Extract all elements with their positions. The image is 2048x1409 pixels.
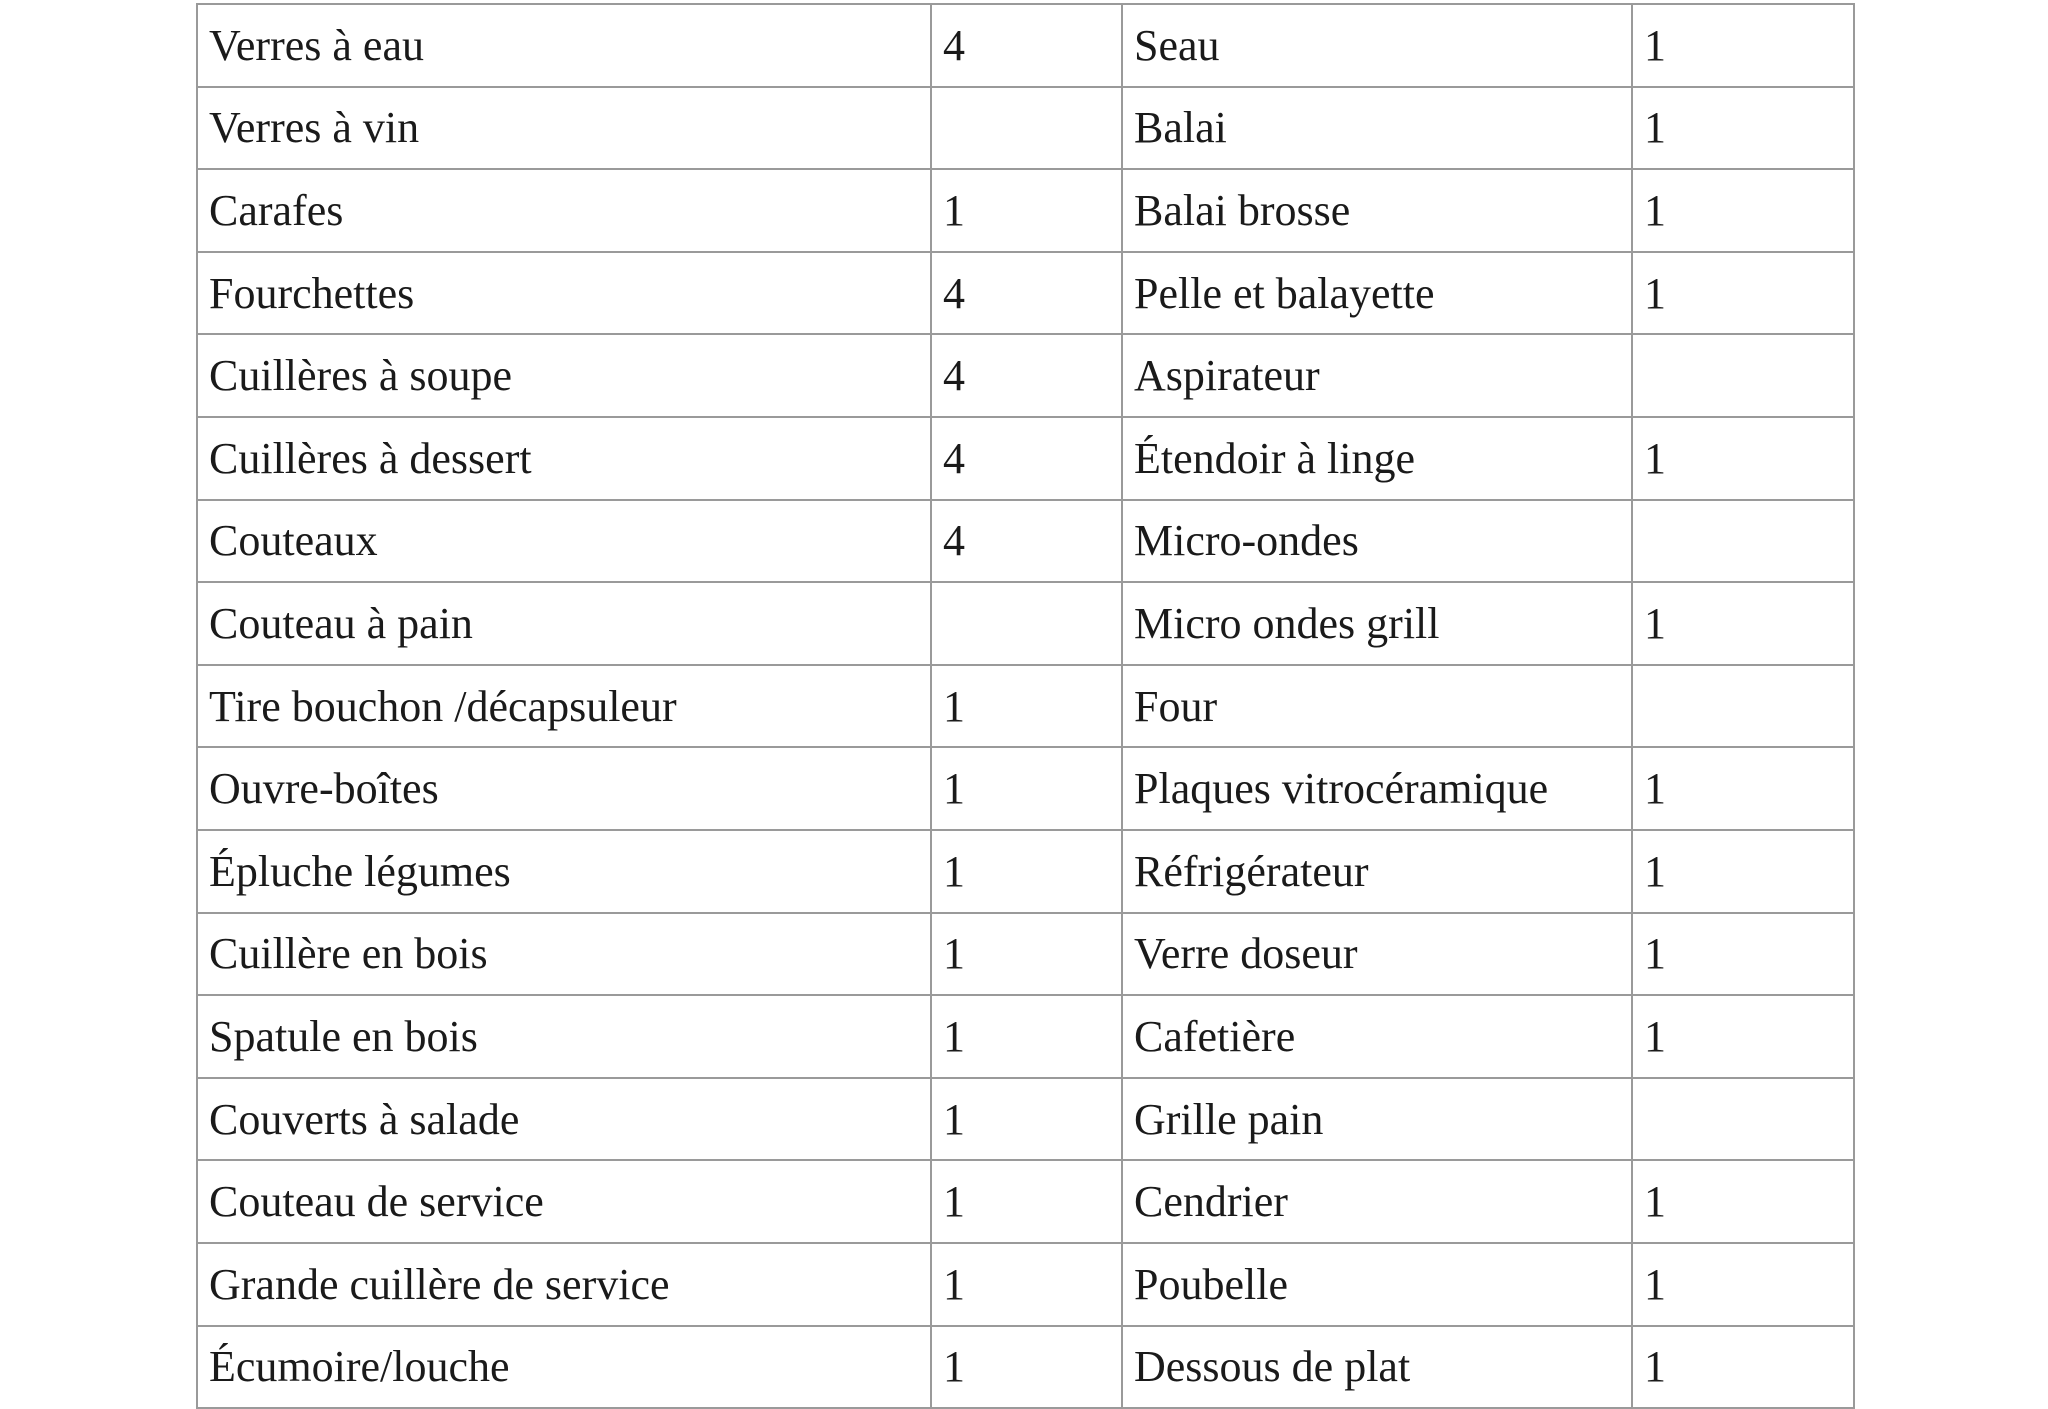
item-quantity: 1 (930, 1159, 1123, 1244)
table-row: Cuillères à dessert 4 Étendoir à linge 1 (196, 415, 1855, 501)
page: Verres à eau 4 Seau 1 Verres à vin Balai 1 Cara… (196, 3, 1855, 1409)
table-row: Ouvre-boîtes 1 Plaques vitrocéramique 1 (196, 746, 1855, 831)
item-name: Tire bouchon /décapsuleur (196, 663, 932, 749)
item-quantity: 1 (930, 746, 1123, 831)
item-quantity: 4 (930, 415, 1123, 501)
item-quantity: 4 (930, 333, 1123, 418)
table-row: Verres à eau 4 Seau 1 (196, 3, 1855, 88)
item-quantity (930, 85, 1123, 171)
table-row: Grande cuillère de service 1 Poubelle 1 (196, 1241, 1855, 1327)
item-name: Plaques vitrocéramique (1121, 746, 1633, 831)
item-quantity: 1 (1631, 250, 1855, 336)
item-quantity (1631, 498, 1855, 584)
table-row: Cuillère en bois 1 Verre doseur 1 (196, 911, 1855, 997)
table-row: Couteaux 4 Micro-ondes (196, 498, 1855, 584)
item-name: Poubelle (1121, 1241, 1633, 1327)
item-quantity: 1 (1631, 415, 1855, 501)
item-name: Couteau de service (196, 1159, 932, 1244)
item-name: Cafetière (1121, 994, 1633, 1079)
item-name: Épluche légumes (196, 828, 932, 914)
item-name: Réfrigérateur (1121, 828, 1633, 914)
item-name: Aspirateur (1121, 333, 1633, 418)
item-quantity (1631, 333, 1855, 418)
item-quantity: 1 (930, 663, 1123, 749)
item-name: Couteaux (196, 498, 932, 584)
item-name: Étendoir à linge (1121, 415, 1633, 501)
item-quantity: 1 (1631, 1159, 1855, 1244)
item-name: Ouvre-boîtes (196, 746, 932, 831)
item-quantity: 1 (930, 911, 1123, 997)
table-row: Cuillères à soupe 4 Aspirateur (196, 333, 1855, 418)
item-quantity: 1 (1631, 1324, 1855, 1409)
item-name: Grille pain (1121, 1076, 1633, 1162)
inventory-table: Verres à eau 4 Seau 1 Verres à vin Balai 1 Cara… (196, 3, 1855, 1409)
item-name: Micro ondes grill (1121, 581, 1633, 666)
item-name: Cuillères à soupe (196, 333, 932, 418)
table-row: Carafes 1 Balai brosse 1 (196, 168, 1855, 253)
item-name: Carafes (196, 168, 932, 253)
item-name: Balai brosse (1121, 168, 1633, 253)
item-quantity: 4 (930, 250, 1123, 336)
item-quantity: 1 (930, 1076, 1123, 1162)
item-name: Seau (1121, 3, 1633, 88)
item-name: Cendrier (1121, 1159, 1633, 1244)
table-body: Verres à eau 4 Seau 1 Verres à vin Balai 1 Cara… (196, 3, 1855, 1409)
item-name: Verre doseur (1121, 911, 1633, 997)
item-quantity: 1 (930, 994, 1123, 1079)
item-name: Cuillère en bois (196, 911, 932, 997)
item-quantity: 4 (930, 498, 1123, 584)
item-name: Dessous de plat (1121, 1324, 1633, 1409)
table-row: Fourchettes 4 Pelle et balayette 1 (196, 250, 1855, 336)
item-quantity: 1 (930, 1324, 1123, 1409)
item-quantity: 1 (1631, 581, 1855, 666)
item-quantity (930, 581, 1123, 666)
item-quantity: 4 (930, 3, 1123, 88)
item-quantity: 1 (1631, 3, 1855, 88)
table-row: Spatule en bois 1 Cafetière 1 (196, 994, 1855, 1079)
table-row: Couteau à pain Micro ondes grill 1 (196, 581, 1855, 666)
item-quantity: 1 (1631, 828, 1855, 914)
item-quantity (1631, 1076, 1855, 1162)
item-name: Micro-ondes (1121, 498, 1633, 584)
item-name: Verres à vin (196, 85, 932, 171)
item-name: Cuillères à dessert (196, 415, 932, 501)
table-row: Tire bouchon /décapsuleur 1 Four (196, 663, 1855, 749)
item-quantity: 1 (1631, 168, 1855, 253)
item-quantity: 1 (1631, 911, 1855, 997)
item-quantity: 1 (930, 1241, 1123, 1327)
item-name: Écumoire/louche (196, 1324, 932, 1409)
table-row: Verres à vin Balai 1 (196, 85, 1855, 171)
table-row: Épluche légumes 1 Réfrigérateur 1 (196, 828, 1855, 914)
item-name: Couverts à salade (196, 1076, 932, 1162)
item-quantity: 1 (1631, 85, 1855, 171)
item-quantity (1631, 663, 1855, 749)
item-name: Spatule en bois (196, 994, 932, 1079)
item-name: Pelle et balayette (1121, 250, 1633, 336)
item-name: Four (1121, 663, 1633, 749)
item-name: Couteau à pain (196, 581, 932, 666)
item-quantity: 1 (1631, 994, 1855, 1079)
item-quantity: 1 (1631, 1241, 1855, 1327)
table-row: Couteau de service 1 Cendrier 1 (196, 1159, 1855, 1244)
item-quantity: 1 (930, 828, 1123, 914)
item-name: Verres à eau (196, 3, 932, 88)
item-name: Grande cuillère de service (196, 1241, 932, 1327)
item-quantity: 1 (1631, 746, 1855, 831)
table-row: Écumoire/louche 1 Dessous de plat 1 (196, 1324, 1855, 1409)
item-name: Fourchettes (196, 250, 932, 336)
item-name: Balai (1121, 85, 1633, 171)
item-quantity: 1 (930, 168, 1123, 253)
table-row: Couverts à salade 1 Grille pain (196, 1076, 1855, 1162)
